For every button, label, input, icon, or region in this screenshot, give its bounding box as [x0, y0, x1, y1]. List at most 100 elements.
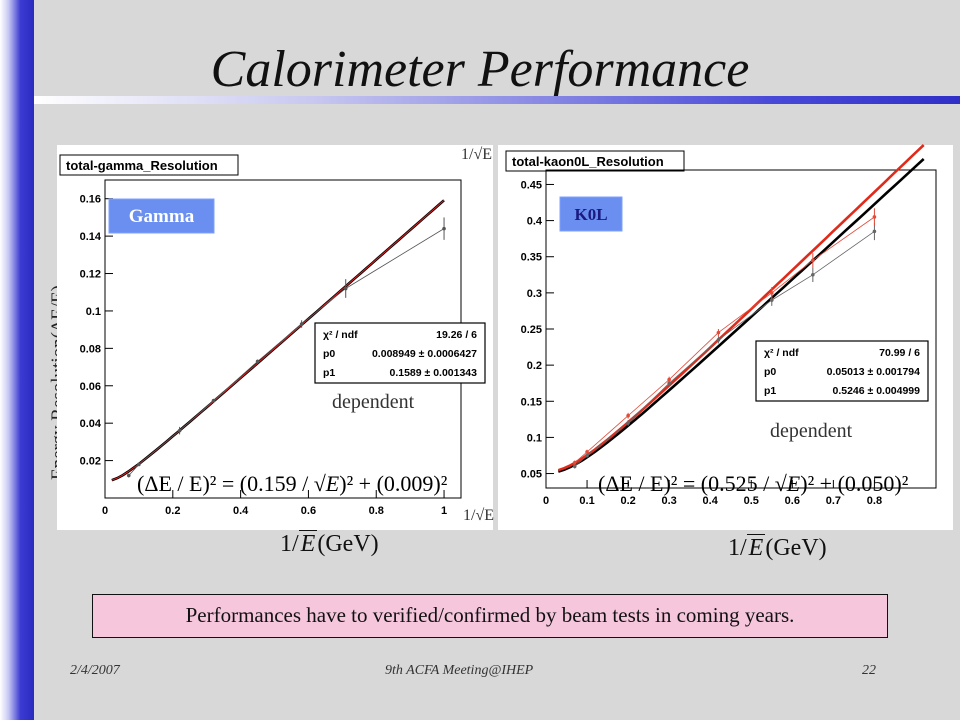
chart0-x-tick-label: 1	[441, 505, 447, 517]
chart1-annotation: dependent	[770, 420, 853, 442]
chart0-points-point	[137, 462, 141, 467]
chart0-tag-box	[108, 198, 215, 234]
chart1-points-red-point	[716, 330, 721, 335]
chart1-formula-lhs: (ΔE / E)² = (0.525 /	[598, 471, 775, 496]
chart1-points-point	[667, 381, 671, 386]
chart0-y-tick-label: 0.1	[86, 306, 101, 318]
chart1-x-tick-label: 0.8	[867, 495, 882, 507]
chart0-points-point	[255, 359, 260, 364]
chart1-tag-box	[559, 196, 623, 232]
chart0-formula-sqrt-e: √E	[314, 471, 340, 496]
chart1-points-point	[769, 298, 774, 302]
chart0-points-point	[442, 226, 446, 231]
chart0-y-tick-label: 0.12	[80, 269, 101, 281]
chart0-x-tick-label: 0.8	[369, 505, 384, 517]
chart0-stats-label: χ² / ndf	[323, 329, 358, 341]
chart1-y-tick-label: 0.2	[527, 360, 542, 372]
chart1-points-red-point	[769, 291, 774, 295]
chart1-x-tick-label: 0.3	[662, 495, 677, 507]
chart1-fit-curve-red	[557, 144, 925, 472]
chart1-x-tick-label: 0.2	[620, 495, 635, 507]
chart0-formula-rhs: )² + (0.009)²	[339, 471, 447, 496]
gamma-x-label-e: E	[300, 531, 316, 557]
chart1-y-tick-label: 0.45	[521, 179, 542, 191]
chart0-stats-value: 0.008949 ± 0.0006427	[372, 348, 477, 360]
chart0-y-tick-label: 0.04	[80, 418, 102, 430]
kaon-resolution-chart: total-kaon0L_Resolution 0 0.1 0.2 0.3 0.4 0.5 0…	[498, 144, 953, 530]
footer-date: 2/4/2007	[70, 663, 120, 678]
slide-title: Calorimeter Performance	[210, 41, 750, 98]
chart0-stats-value: 0.1589 ± 0.001343	[389, 367, 477, 379]
chart0-stats-value: 19.26 / 6	[436, 329, 477, 341]
slide-accent-bar	[0, 0, 34, 720]
chart1-x-tick-label: 0.5	[744, 495, 759, 507]
chart0-points-point	[126, 473, 131, 478]
chart0-title-box	[59, 154, 239, 176]
chart1-title: total-kaon0L_Resolution	[512, 154, 664, 169]
chart0-x-tick-label: 0.2	[165, 505, 180, 517]
chart0-formula: (ΔE / E)² = (0.159 / √E)² + (0.009)²	[137, 471, 448, 496]
kaon-chart-svg: total-kaon0L_Resolution 0 0.1 0.2 0.3 0.4 0.5 0…	[505, 144, 937, 507]
gamma-chart-svg: total-gamma_Resolution 0 0.2 0.4 0.6 0.8 1 0.02…	[59, 146, 494, 524]
chart1-points-red-point	[811, 258, 815, 263]
chart0-y-tick-label: 0.14	[80, 231, 102, 243]
chart0-title: total-gamma_Resolution	[66, 158, 218, 173]
chart1-y-tick-label: 0.05	[521, 469, 542, 481]
chart1-y-tick-label: 0.35	[521, 252, 542, 264]
chart0-tag-label: Gamma	[129, 206, 195, 227]
chart1-stats-label: p0	[764, 366, 776, 378]
chart1-stats-value: 70.99 / 6	[879, 347, 920, 359]
chart1-points-red-point	[667, 377, 671, 382]
kaon-x-label-suffix: (GeV)	[765, 535, 827, 561]
chart1-stats-label: χ² / ndf	[764, 347, 799, 359]
footer-event: 9th ACFA Meeting@IHEP	[385, 663, 534, 678]
chart0-y-tick-label: 0.06	[80, 381, 101, 393]
chart1-x-tick-label: 0	[543, 495, 549, 507]
chart1-points-point	[716, 338, 721, 342]
chart1-points-point	[585, 453, 589, 458]
chart0-points-line	[128, 228, 445, 476]
kaon-x-label-prefix: 1/	[728, 535, 747, 561]
chart0-stats-label: p0	[323, 348, 335, 360]
kaon-slide-x-label: 1/E(GeV)	[728, 534, 827, 562]
chart1-formula: (ΔE / E)² = (0.525 / √E)² + (0.050)²	[598, 471, 909, 496]
chart0-x-tick-label: 0	[102, 505, 108, 517]
chart1-points-point	[572, 464, 577, 469]
chart0-y-tick-label: 0.08	[80, 343, 101, 355]
chart0-annotation: dependent	[332, 391, 415, 413]
chart0-stats-label: p1	[323, 367, 335, 379]
footer-page-number: 22	[862, 663, 876, 678]
chart1-title-box	[505, 150, 685, 172]
chart1-fit-curve	[557, 158, 925, 473]
chart0-y-tick-label: 0.02	[80, 456, 101, 468]
chart1-points-red-point	[626, 413, 630, 418]
chart0-points-point	[343, 286, 348, 291]
chart1-points-red-line	[574, 216, 875, 464]
gamma-x-label-suffix: (GeV)	[317, 531, 379, 557]
chart1-points-line	[574, 231, 875, 467]
chart0-x-tick-label: 0.4	[233, 505, 249, 517]
chart1-y-tick-label: 0.25	[521, 324, 542, 336]
chart1-formula-rhs: )² + (0.050)²	[800, 471, 908, 496]
chart1-points-red-point	[585, 450, 589, 454]
beam-test-note: Performances have to verified/confirmed …	[92, 594, 888, 638]
chart1-y-tick-label: 0.15	[521, 396, 542, 408]
chart1-x-tick-label: 0.1	[579, 495, 594, 507]
gamma-slide-x-label: 1/E(GeV)	[280, 530, 379, 558]
chart0-stats-box	[314, 322, 486, 384]
chart0-x-tick-label: 0.6	[301, 505, 316, 517]
chart1-y-tick-label: 0.1	[527, 432, 542, 444]
chart0-points-point	[211, 398, 216, 403]
chart1-stats-label: p1	[764, 385, 776, 397]
chart1-x-tick-label: 0.7	[826, 495, 841, 507]
chart0-x-label-bottom: 1/√E	[463, 507, 494, 524]
chart1-x-tick-label: 0.4	[703, 495, 719, 507]
chart1-stats-value: 0.5246 ± 0.004999	[832, 385, 920, 397]
chart1-x-tick-label: 0.6	[785, 495, 800, 507]
gamma-resolution-chart: total-gamma_Resolution 0 0.2 0.4 0.6 0.8 1 0.02…	[57, 145, 494, 530]
chart0-points-point	[299, 322, 304, 326]
kaon-x-label-e: E	[748, 535, 764, 561]
chart1-points-point	[811, 272, 815, 277]
chart0-formula-lhs: (ΔE / E)² = (0.159 /	[137, 471, 314, 496]
chart0-y-tick-label: 0.16	[80, 194, 101, 206]
